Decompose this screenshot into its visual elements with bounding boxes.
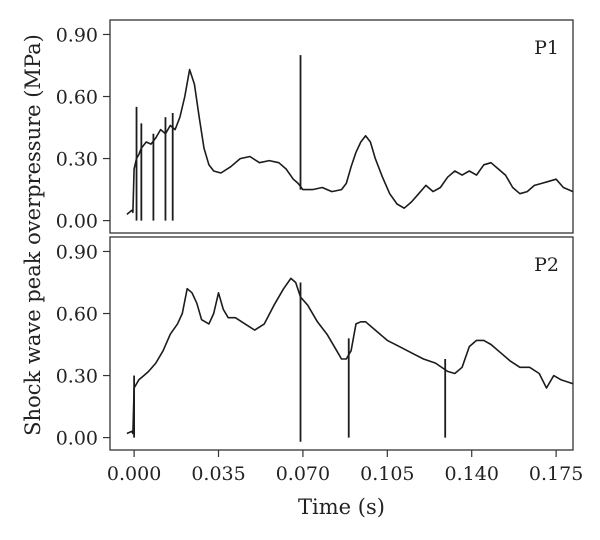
panel-p2-frame [109,236,574,451]
y-tick-label: 0.60 [56,304,98,326]
y-tick-label: 0.90 [56,24,98,46]
panel-p2-trace [126,277,574,435]
x-tick-label: 0.000 [107,463,161,485]
y-tick-label: 0.60 [56,87,98,109]
x-axis-title: Time (s) [298,495,385,519]
x-tick-label: 0.175 [529,463,583,485]
y-tick-label: 0.90 [56,241,98,263]
panel-p1-y-axis: 0.00 0.30 0.60 0.90 [56,24,110,233]
x-tick-label: 0.140 [445,463,499,485]
panel-p1-frame [109,19,574,234]
x-tick-label: 0.035 [191,463,245,485]
y-tick-label: 0.30 [56,366,98,388]
panel-p1-trace [126,68,574,216]
y-tick-label: 0.30 [56,149,98,171]
panel-p2-y-axis: 0.00 0.30 0.60 0.90 [56,241,110,450]
panel-p1-label: P1 [534,37,559,59]
panel-p1-spikes [135,55,302,221]
y-tick-label: 0.00 [56,428,98,450]
panel-p2: 0.00 0.30 0.60 0.90 P2 [56,236,574,451]
panel-p2-label: P2 [534,254,559,276]
x-axis: 0.000 0.035 0.070 0.105 0.140 0.175 [107,450,583,485]
panel-p1: 0.00 0.30 0.60 0.90 P1 [56,19,574,234]
y-axis-title: Shock wave peak overpressure (MPa) [21,34,45,436]
x-tick-label: 0.105 [360,463,414,485]
panel-p2-spikes [133,282,447,442]
y-tick-label: 0.00 [56,211,98,233]
x-tick-label: 0.070 [276,463,330,485]
